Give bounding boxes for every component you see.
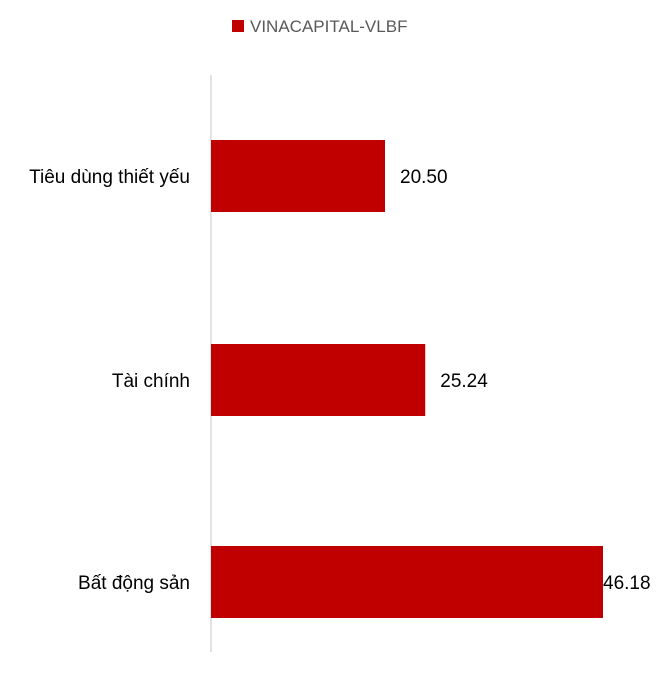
- legend: VINACAPITAL-VLBF: [232, 17, 407, 36]
- legend-label: VINACAPITAL-VLBF: [250, 17, 407, 36]
- bar: [211, 140, 386, 212]
- data-label: 25.24: [440, 371, 488, 392]
- category-labels: Tiêu dùng thiết yếu Tài chính Bất động sản: [29, 167, 190, 594]
- data-label: 46.18: [603, 573, 651, 594]
- bars: [211, 140, 603, 618]
- data-label: 20.50: [400, 167, 448, 188]
- category-label: Tiêu dùng thiết yếu: [29, 167, 190, 188]
- category-label: Bất động sản: [78, 573, 190, 594]
- category-label: Tài chính: [112, 371, 190, 392]
- bar: [211, 546, 603, 618]
- bar: [211, 344, 426, 416]
- legend-swatch: [232, 20, 244, 32]
- value-labels: 20.50 25.24 46.18: [400, 167, 651, 594]
